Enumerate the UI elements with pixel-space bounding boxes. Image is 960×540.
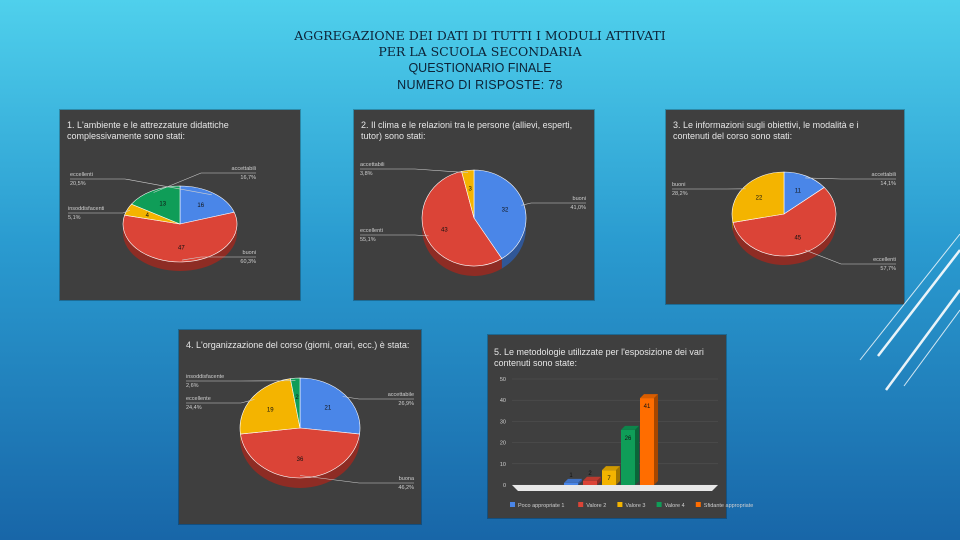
title-line-3: QUESTIONARIO FINALE (408, 61, 552, 75)
title-line-2: PER LA SCUOLA SECONDARIA (378, 44, 582, 59)
chart-panel-4 (179, 330, 421, 524)
title-line-1: AGGREGAZIONE DEI DATI DI TUTTI I MODULI … (294, 28, 666, 43)
title-line-4: NUMERO DI RISPOSTE: 78 (397, 78, 563, 92)
decorative-lines (859, 233, 960, 391)
chart-panel-1 (60, 110, 300, 300)
chart-panel-2 (354, 110, 594, 300)
slide-header: AGGREGAZIONE DEI DATI DI TUTTI I MODULI … (0, 28, 960, 94)
chart-panel-5 (488, 335, 726, 518)
